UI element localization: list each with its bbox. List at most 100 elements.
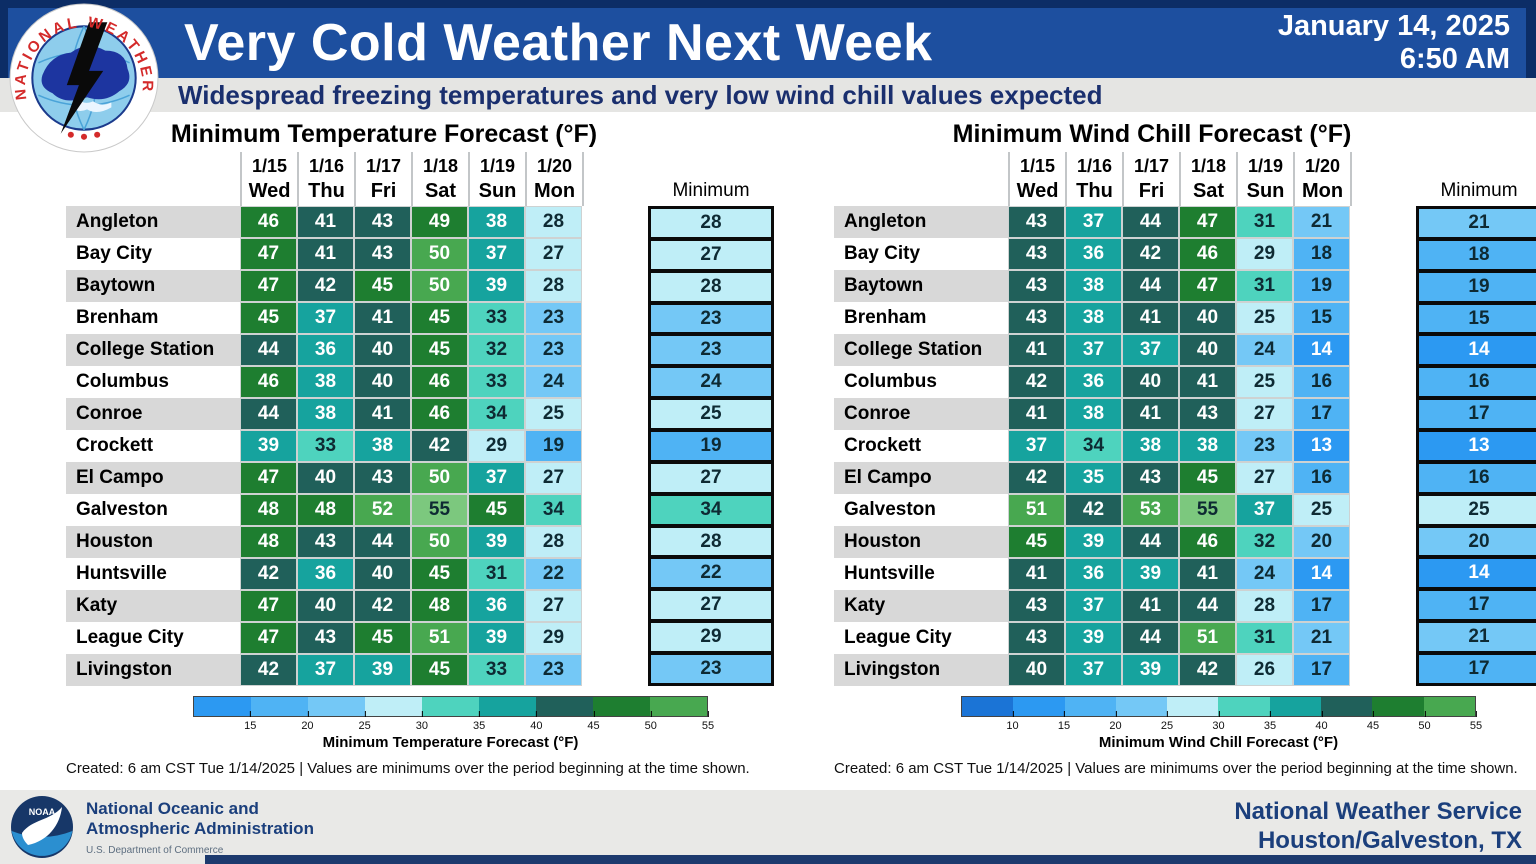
value-cell: 47 (241, 271, 296, 301)
value-cell: 40 (298, 591, 353, 621)
value-cells: 43 37 44 47 31 21 (1008, 206, 1350, 238)
city-label: Baytown (66, 270, 240, 302)
value-cell: 46 (241, 207, 296, 237)
value-cell: 28 (1237, 591, 1292, 621)
value-cell: 42 (1123, 239, 1178, 269)
value-cell: 23 (1237, 431, 1292, 461)
value-cell: 43 (298, 623, 353, 653)
minimum-cell: 25 (651, 400, 771, 429)
value-cell: 41 (1180, 367, 1235, 397)
colorbar-segment (1423, 697, 1475, 716)
city-label: Columbus (66, 366, 240, 398)
tick-label: 50 (644, 711, 657, 732)
noaa-text-block: National Oceanic and Atmospheric Adminis… (86, 799, 314, 856)
value-cell: 47 (241, 463, 296, 493)
city-label: Huntsville (66, 558, 240, 590)
minimum-cell: 28 (651, 527, 771, 556)
table-row: Angleton 43 37 44 47 31 21 (834, 206, 1476, 238)
date-label: 1/19 (1247, 156, 1284, 176)
value-cell: 40 (355, 367, 410, 397)
minimum-column: 21 18 19 15 14 16 17 13 16 25 20 14 17 21 17 (1416, 206, 1536, 686)
minimum-cell: 27 (651, 240, 771, 269)
table-row: League City 47 43 45 51 39 29 (66, 622, 708, 654)
value-cell: 42 (1009, 463, 1064, 493)
city-label: Katy (834, 590, 1008, 622)
city-label: League City (834, 622, 1008, 654)
city-label: Huntsville (834, 558, 1008, 590)
footer: NOAA National Oceanic and Atmospheric Ad… (0, 790, 1536, 864)
value-cell: 40 (355, 559, 410, 589)
city-label: Conroe (834, 398, 1008, 430)
value-cell: 33 (469, 367, 524, 397)
date-label: 1/19 (479, 156, 516, 176)
table-row: Livingston 42 37 39 45 33 23 (66, 654, 708, 686)
value-cell: 44 (241, 399, 296, 429)
city-label: Brenham (66, 302, 240, 334)
value-cell: 40 (355, 335, 410, 365)
tick-label: 45 (587, 711, 600, 732)
value-cell: 38 (469, 207, 524, 237)
value-cells: 47 42 45 50 39 28 (240, 270, 582, 302)
value-cell: 24 (1237, 559, 1292, 589)
value-cell: 44 (1180, 591, 1235, 621)
value-cell: 44 (1123, 271, 1178, 301)
noaa-name-line2: Atmospheric Administration (86, 819, 314, 839)
date-header: 1/20 Mon (525, 152, 584, 206)
table-row: Bay City 43 36 42 46 29 18 (834, 238, 1476, 270)
value-cell: 38 (298, 399, 353, 429)
subtitle-bar: Widespread freezing temperatures and ver… (0, 78, 1536, 112)
colorbar-caption: Minimum Temperature Forecast (°F) (322, 734, 579, 751)
value-cells: 43 38 41 40 25 15 (1008, 302, 1350, 334)
tick-label: 40 (530, 711, 543, 732)
city-label: Columbus (834, 366, 1008, 398)
value-cell: 45 (469, 495, 524, 525)
value-cells: 43 37 41 44 28 17 (1008, 590, 1350, 622)
value-cells: 43 36 42 46 29 18 (1008, 238, 1350, 270)
office-line2: Houston/Galveston, TX (1257, 826, 1522, 854)
colorbar-segment (1372, 697, 1424, 716)
value-cell: 47 (241, 623, 296, 653)
value-cell: 41 (1009, 399, 1064, 429)
value-cell: 19 (1294, 271, 1349, 301)
minimum-cell: 22 (651, 559, 771, 588)
colorbar-segment (479, 697, 536, 716)
colorbar: 10 15 20 25 30 35 40 45 50 55 (961, 696, 1482, 733)
tick-label: 30 (415, 711, 428, 732)
minimum-cell: 24 (651, 368, 771, 397)
value-cell: 36 (298, 335, 353, 365)
value-cells: 46 38 40 46 33 24 (240, 366, 582, 398)
table-row: Angleton 46 41 43 49 38 28 (66, 206, 708, 238)
value-cell: 44 (1123, 207, 1178, 237)
value-cell: 43 (1009, 271, 1064, 301)
value-cell: 14 (1294, 559, 1349, 589)
value-cell: 37 (469, 239, 524, 269)
city-label: El Campo (66, 462, 240, 494)
value-cell: 42 (1180, 655, 1235, 685)
value-cell: 38 (1066, 271, 1121, 301)
tick-label: 55 (1469, 711, 1483, 732)
city-label: Livingston (834, 654, 1008, 686)
value-cell: 27 (526, 239, 581, 269)
colorbar-segment (1218, 697, 1270, 716)
value-cells: 42 36 40 45 31 22 (240, 558, 582, 590)
value-cell: 43 (1009, 623, 1064, 653)
table-row: Huntsville 41 36 39 41 24 14 (834, 558, 1476, 590)
tick-label: 40 (1315, 711, 1328, 732)
value-cell: 43 (355, 463, 410, 493)
value-cell: 41 (1180, 559, 1235, 589)
value-cells: 42 36 40 41 25 16 (1008, 366, 1350, 398)
date-label: 1/15 (1019, 156, 1056, 176)
table-row: Conroe 44 38 41 46 34 25 (66, 398, 708, 430)
value-cell: 19 (526, 431, 581, 461)
minimum-cell: 19 (1419, 272, 1536, 301)
value-cell: 28 (526, 527, 581, 557)
value-cell: 42 (298, 271, 353, 301)
minimum-cell: 29 (651, 623, 771, 652)
minimum-cell: 21 (1419, 209, 1536, 237)
value-cell: 38 (1180, 431, 1235, 461)
value-cell: 50 (412, 527, 467, 557)
value-cell: 28 (526, 207, 581, 237)
date-header: 1/16 Thu (1065, 152, 1122, 206)
value-cell: 37 (469, 463, 524, 493)
value-cell: 43 (1180, 399, 1235, 429)
